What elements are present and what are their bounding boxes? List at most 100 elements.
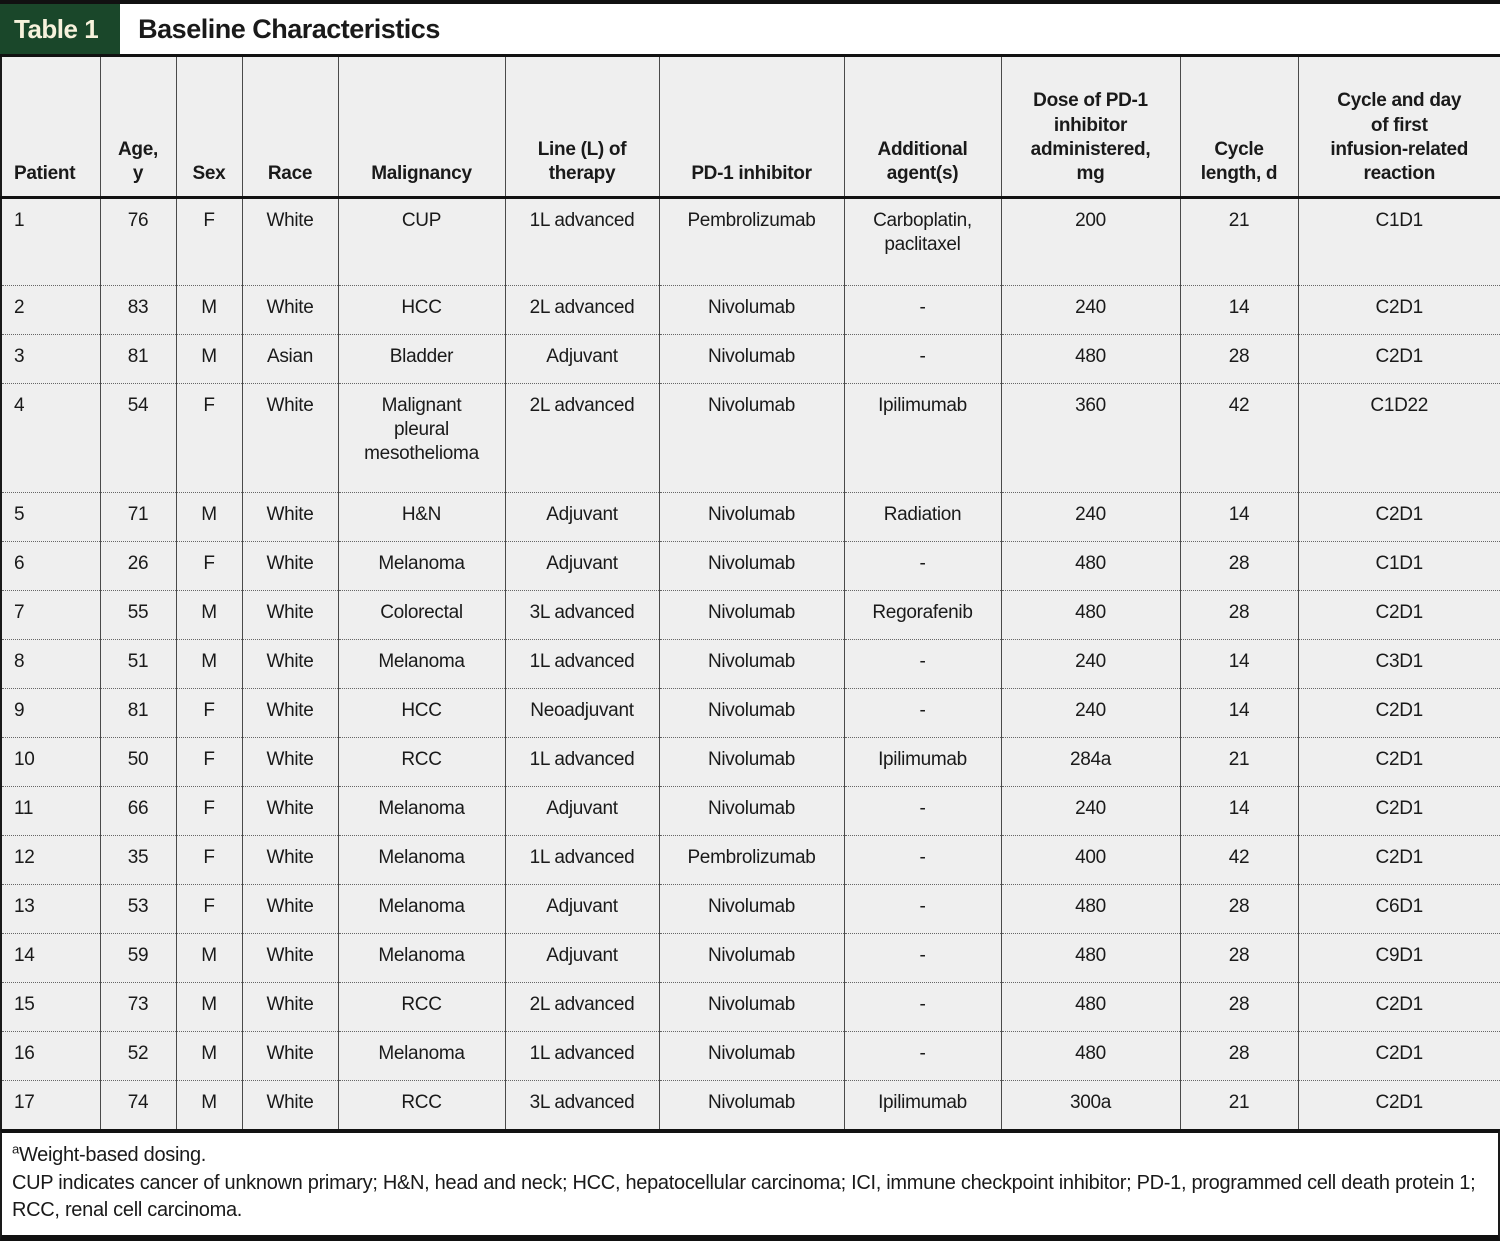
cell-malignancy: HCC <box>337 687 505 737</box>
cell-line-of-therapy: Adjuvant <box>504 333 659 383</box>
cell-additional-agents: - <box>843 1030 1001 1080</box>
cell-patient: 12 <box>1 834 100 884</box>
cell-race: White <box>241 785 338 835</box>
cell-first-reaction: C1D1 <box>1297 540 1500 590</box>
cell-first-reaction: C3D1 <box>1297 638 1500 688</box>
cell-patient: 15 <box>1 981 100 1031</box>
cell-line-of-therapy: 2L advanced <box>504 382 659 492</box>
cell-age: 35 <box>99 834 176 884</box>
cell-pd1-inhibitor: Nivolumab <box>658 981 844 1031</box>
cell-patient: 13 <box>1 883 100 933</box>
cell-patient: 16 <box>1 1030 100 1080</box>
cell-first-reaction: C1D22 <box>1297 382 1500 492</box>
cell-pd1-inhibitor: Nivolumab <box>658 687 844 737</box>
cell-age: 51 <box>99 638 176 688</box>
cell-pd1-inhibitor: Pembrolizumab <box>658 197 844 285</box>
cell-additional-agents: Regorafenib <box>843 589 1001 639</box>
cell-cycle-length-d: 14 <box>1179 687 1298 737</box>
cell-first-reaction: C2D1 <box>1297 981 1500 1031</box>
cell-sex: M <box>175 638 242 688</box>
cell-sex: M <box>175 589 242 639</box>
cell-malignancy: Melanoma <box>337 883 505 933</box>
cell-dose-mg: 240 <box>1000 638 1180 688</box>
cell-malignancy: Bladder <box>337 333 505 383</box>
table-row-patient-5: 5 71 M White H&N Adjuvant Nivolumab Radiation 24… <box>1 491 1500 541</box>
cell-dose-mg: 480 <box>1000 1030 1180 1080</box>
cell-additional-agents: Ipilimumab <box>843 1079 1001 1129</box>
table-row-patient-6: 6 26 F White Melanoma Adjuvant Nivolumab -480 28… <box>1 540 1500 590</box>
cell-pd1-inhibitor: Pembrolizumab <box>658 834 844 884</box>
cell-patient: 2 <box>1 284 100 334</box>
table-number-badge: Table 1 <box>0 4 121 54</box>
table-body: 1 76 F White CUP 1L advanced Pembrolizumab Carb… <box>1 197 1500 1129</box>
table-title: Baseline Characteristics <box>138 13 440 44</box>
cell-first-reaction: C9D1 <box>1297 932 1500 982</box>
cell-cycle-length-d: 28 <box>1179 589 1298 639</box>
cell-age: 73 <box>99 981 176 1031</box>
cell-first-reaction: C2D1 <box>1297 589 1500 639</box>
cell-patient: 11 <box>1 785 100 835</box>
cell-line-of-therapy: 1L advanced <box>504 197 659 285</box>
cell-malignancy: Melanoma <box>337 932 505 982</box>
cell-dose-mg: 200 <box>1000 197 1180 285</box>
column-header-sex: Sex <box>175 57 242 199</box>
cell-dose-mg: 480 <box>1000 883 1180 933</box>
cell-malignancy: Melanoma <box>337 540 505 590</box>
cell-race: White <box>241 382 338 492</box>
cell-additional-agents: - <box>843 333 1001 383</box>
cell-cycle-length-d: 14 <box>1179 785 1298 835</box>
column-header-first-reaction: Cycle and day of first infusion-related … <box>1297 57 1500 199</box>
cell-patient: 10 <box>1 736 100 786</box>
cell-pd1-inhibitor: Nivolumab <box>658 932 844 982</box>
cell-patient: 7 <box>1 589 100 639</box>
cell-additional-agents: - <box>843 932 1001 982</box>
cell-pd1-inhibitor: Nivolumab <box>658 736 844 786</box>
cell-malignancy: CUP <box>337 197 505 285</box>
footnote-abbreviations: CUP indicates cancer of unknown primary;… <box>12 1171 1476 1222</box>
cell-cycle-length-d: 14 <box>1179 638 1298 688</box>
cell-pd1-inhibitor: Nivolumab <box>658 540 844 590</box>
cell-dose-mg: 480 <box>1000 333 1180 383</box>
cell-additional-agents: - <box>843 981 1001 1031</box>
cell-additional-agents: - <box>843 638 1001 688</box>
table-row-patient-16: 16 52 M White Melanoma 1L advanced Nivolumab -4… <box>1 1030 1500 1080</box>
baseline-characteristics-table: Patient Age, y Sex Race Malignancy Line (L) o… <box>0 57 1500 1129</box>
cell-race: White <box>241 932 338 982</box>
cell-line-of-therapy: 1L advanced <box>504 834 659 884</box>
cell-pd1-inhibitor: Nivolumab <box>658 589 844 639</box>
cell-race: Asian <box>241 333 338 383</box>
column-header-additional-agents: Additional agent(s) <box>843 57 1001 199</box>
table-row-patient-3: 3 81 M Asian Bladder Adjuvant Nivolumab -480 28 C… <box>1 333 1500 383</box>
cell-race: White <box>241 687 338 737</box>
table-row-patient-7: 7 55 M White Colorectal 3L advanced Nivolumab R… <box>1 589 1500 639</box>
cell-malignancy: Melanoma <box>337 834 505 884</box>
table-row-patient-13: 13 53 F White Melanoma Adjuvant Nivolumab -480 2… <box>1 883 1500 933</box>
cell-additional-agents: - <box>843 540 1001 590</box>
cell-dose-mg: 240 <box>1000 785 1180 835</box>
cell-dose-mg: 480 <box>1000 589 1180 639</box>
column-header-patient: Patient <box>1 57 100 199</box>
table-row-patient-12: 12 35 F White Melanoma 1L advanced Pembrolizum… <box>1 834 1500 884</box>
cell-age: 81 <box>99 333 176 383</box>
cell-line-of-therapy: Adjuvant <box>504 491 659 541</box>
cell-pd1-inhibitor: Nivolumab <box>658 883 844 933</box>
cell-cycle-length-d: 28 <box>1179 981 1298 1031</box>
table-header: Patient Age, y Sex Race Malignancy Line (L) o… <box>1 57 1500 199</box>
footnote-marker: a <box>12 1141 19 1157</box>
cell-line-of-therapy: 2L advanced <box>504 284 659 334</box>
cell-cycle-length-d: 42 <box>1179 382 1298 492</box>
cell-first-reaction: C2D1 <box>1297 736 1500 786</box>
table-title-bar: Table 1 Baseline Characteristics <box>0 4 1500 57</box>
cell-race: White <box>241 1030 338 1080</box>
cell-sex: M <box>175 932 242 982</box>
cell-cycle-length-d: 14 <box>1179 284 1298 334</box>
cell-sex: F <box>175 736 242 786</box>
table-row-patient-10: 10 50 F White RCC 1L advanced Nivolumab Ipilimu… <box>1 736 1500 786</box>
cell-sex: F <box>175 834 242 884</box>
table-row-patient-17: 17 74 M White RCC 3L advanced Nivolumab Ipilimu… <box>1 1079 1500 1129</box>
table-row-patient-4: 4 54 F White Malignant pleural mesothelioma 2… <box>1 382 1500 492</box>
column-header-dose-mg: Dose of PD-1 inhibitor administered, mg <box>1000 57 1180 199</box>
cell-race: White <box>241 1079 338 1129</box>
cell-cycle-length-d: 21 <box>1179 197 1298 285</box>
